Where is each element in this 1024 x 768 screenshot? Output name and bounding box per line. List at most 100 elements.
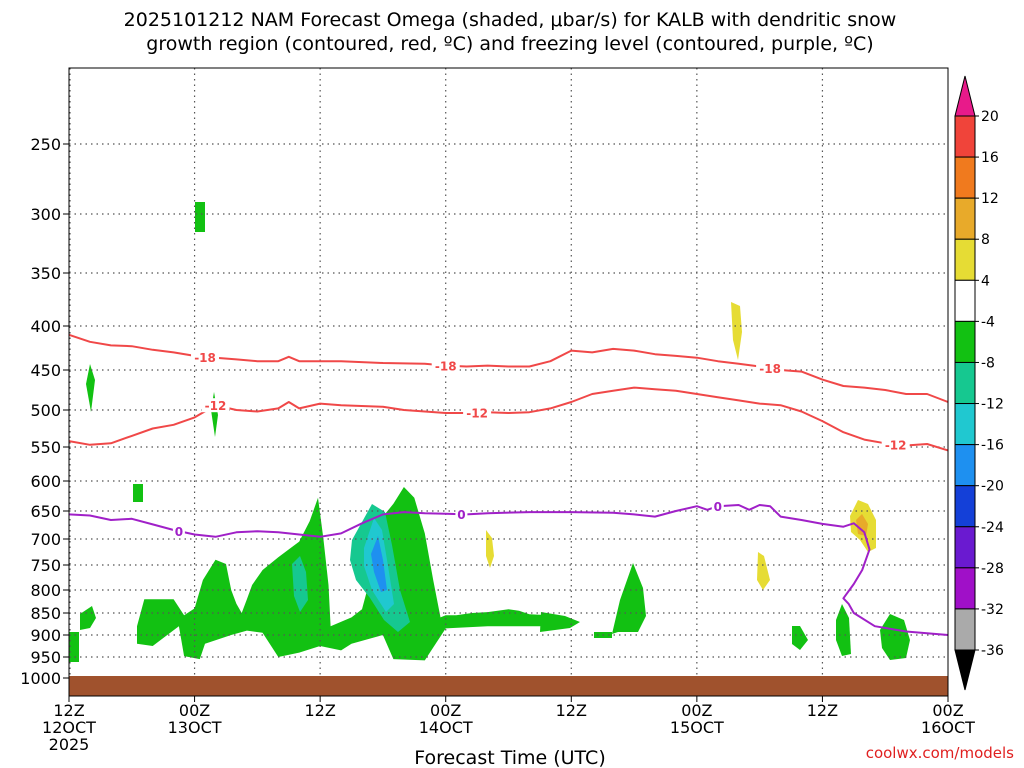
x-tick-label: 14OCT [419,718,473,737]
omega-cell [195,202,205,232]
colorbar-label: -16 [981,438,1004,454]
contour-label: -12 [205,399,227,413]
omega-cell [880,614,910,660]
colorbar-swatch [954,238,976,281]
contour-label: 0 [714,500,722,514]
contour-label-bg [201,398,230,413]
colorbar-bottom-triangle [954,649,976,691]
y-tick-label: 250 [30,135,61,154]
contour-label: -18 [435,360,457,374]
contour-label-bg [463,405,492,420]
chart-title-line2: growth region (contoured, red, ºC) and f… [146,33,873,55]
y-tick-label: 800 [30,581,61,600]
colorbar-swatch [954,485,976,528]
grid-layer [69,68,948,696]
omega-cell-positive [757,552,770,590]
y-tick-label: 900 [30,626,61,645]
chart-title-line1: 2025101212 NAM Forecast Omega (shaded, μ… [124,9,897,31]
omega-cell [612,563,646,634]
y-tick-label: 700 [30,530,61,549]
y-tick-label: 650 [30,502,61,521]
omega-cell-positive [486,530,494,568]
colorbar-swatch [954,567,976,610]
colorbar-label: -32 [981,602,1004,618]
colorbar-label: 8 [981,232,990,248]
contour-label-bg [431,358,460,373]
y-tick-label: 750 [30,556,61,575]
contour-label: -12 [466,407,488,421]
contour-label-bg [711,499,724,514]
colorbar-swatch [954,361,976,405]
colorbar-label: -36 [981,643,1004,659]
y-tick-label: 400 [30,317,61,336]
colorbar-swatch [954,197,976,240]
credit-text: coolwx.com/models [866,744,1014,762]
colorbar-top-triangle [954,75,976,117]
x-tick-label: 12Z [556,701,587,720]
ground-terrain [69,676,948,696]
colorbar-label: 4 [981,273,990,289]
colorbar-label: 20 [981,109,999,125]
y-tick-label: 600 [30,472,61,491]
omega-cell [80,606,96,630]
y-tick-label: 550 [30,438,61,457]
omega-cell [792,626,808,650]
main-omega-layer [137,487,577,661]
x-tick-label: 12Z [807,701,838,720]
contour-label-bg [881,437,910,452]
omega-cell-positive-strong [856,514,868,536]
colorbar-swatch [954,403,976,446]
x-tick-label: 12Z [53,701,84,720]
y-tick-label: 300 [30,205,61,224]
contour-line--18 [68,333,949,403]
contour-label-bg [191,349,220,364]
y-tick-label: 500 [30,401,61,420]
y-tick-label: 1000 [20,669,61,688]
x-tick-label: 12Z [304,701,335,720]
contour-label-bg [455,507,468,522]
x-tick-label: 12OCT [42,718,96,737]
colorbar: 20 16 12 8 4 -4 -8 -12 -16 -20 -24 -28 -32 -36 [954,75,1004,691]
colorbar-swatch [954,279,976,322]
y-tick-label: 450 [30,361,61,380]
x-tick-label: 00Z [430,701,461,720]
colorbar-label: -20 [981,479,1004,495]
y-axis: 250 300 350 400 450 500 550 600 650 700 750 800 850 9… [20,135,69,688]
contour-label: -18 [194,351,216,365]
omega-cell [836,604,851,656]
x-tick-label: 16OCT [921,718,975,737]
plot-frame [68,67,949,697]
contour-line-0 [68,504,949,636]
omega-shading-layer [69,202,910,662]
colorbar-label: -24 [981,520,1004,536]
y-tick-label: 850 [30,604,61,623]
contour-line--12 [68,386,949,452]
omega-region [137,487,577,661]
contour-label: 0 [175,525,183,539]
contour-label: -18 [759,362,781,376]
x-tick-label: 00Z [681,701,712,720]
x-axis-title: Forecast Time (UTC) [414,747,605,768]
omega-cell-positive [731,302,742,360]
x-tick-label: 00Z [932,701,963,720]
colorbar-swatch [954,156,976,199]
y-tick-label: 350 [30,264,61,283]
omega-cell [540,612,580,632]
contour-layer: -18 -18 -18 -12 -12 -12 0 0 0 [68,333,949,636]
x-tick-label: 00Z [179,701,210,720]
colorbar-swatch [954,526,976,569]
contour-label-bg [756,361,785,376]
contour-label-bg [172,524,185,539]
x-tick-label: 13OCT [168,718,222,737]
colorbar-swatch [954,444,976,487]
omega-cell [69,632,79,662]
omega-cell-strong [292,556,308,612]
colorbar-label: -4 [981,314,995,330]
colorbar-label: -12 [981,397,1004,413]
colorbar-label: -28 [981,561,1004,577]
y-tick-label: 950 [30,648,61,667]
colorbar-label: 12 [981,191,999,207]
omega-cell [133,484,143,502]
colorbar-label: -8 [981,355,995,371]
